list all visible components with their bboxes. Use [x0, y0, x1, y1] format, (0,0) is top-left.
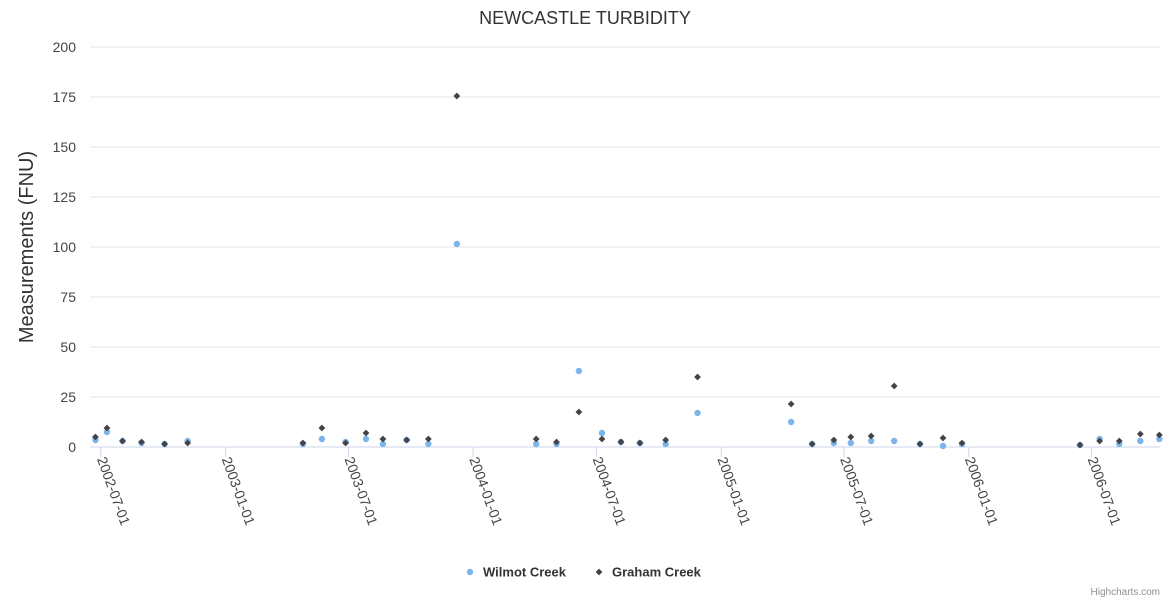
- data-point[interactable]: [161, 440, 168, 448]
- data-point[interactable]: [299, 439, 307, 447]
- data-point[interactable]: [1156, 435, 1163, 443]
- data-point[interactable]: [1096, 437, 1104, 445]
- data-point[interactable]: [1155, 431, 1163, 439]
- y-tick-label: 0: [68, 439, 76, 455]
- data-point[interactable]: [362, 435, 370, 443]
- data-point[interactable]: [939, 442, 947, 450]
- data-point[interactable]: [1115, 437, 1123, 445]
- data-point[interactable]: [424, 435, 432, 443]
- data-points: [92, 92, 1163, 450]
- data-point[interactable]: [617, 438, 625, 446]
- data-point[interactable]: [453, 240, 461, 248]
- data-point[interactable]: [598, 429, 606, 437]
- credits-link[interactable]: Highcharts.com: [1091, 587, 1160, 598]
- data-point[interactable]: [379, 440, 387, 448]
- legend-item-graham-creek[interactable]: Graham Creek: [595, 565, 702, 580]
- data-point[interactable]: [575, 408, 583, 416]
- data-point[interactable]: [318, 424, 326, 432]
- data-point[interactable]: [867, 437, 875, 445]
- y-tick-label: 25: [60, 389, 76, 405]
- data-point[interactable]: [847, 433, 855, 441]
- data-point[interactable]: [787, 418, 795, 426]
- data-point[interactable]: [318, 435, 326, 443]
- data-point[interactable]: [532, 440, 540, 448]
- data-point[interactable]: [92, 433, 99, 441]
- y-tick-label: 200: [53, 39, 77, 55]
- data-point[interactable]: [532, 435, 540, 443]
- data-point[interactable]: [830, 436, 838, 444]
- data-point[interactable]: [890, 437, 898, 445]
- y-tick-label: 50: [60, 339, 76, 355]
- y-tick-label: 175: [53, 89, 77, 105]
- data-point[interactable]: [453, 92, 461, 100]
- data-point[interactable]: [636, 439, 644, 447]
- data-point[interactable]: [362, 429, 370, 437]
- data-point[interactable]: [1137, 437, 1144, 445]
- y-tick-label: 100: [53, 239, 77, 255]
- data-point[interactable]: [694, 373, 701, 381]
- data-point[interactable]: [553, 438, 560, 446]
- data-point[interactable]: [787, 400, 795, 408]
- data-point[interactable]: [103, 428, 111, 436]
- data-point[interactable]: [847, 439, 854, 447]
- data-point[interactable]: [867, 432, 875, 440]
- data-point[interactable]: [103, 424, 111, 432]
- data-point[interactable]: [138, 438, 145, 446]
- gridlines: [90, 46, 1160, 448]
- data-point[interactable]: [119, 437, 126, 445]
- data-point[interactable]: [184, 439, 192, 447]
- legend-label: Wilmot Creek: [483, 565, 567, 580]
- legend-label: Graham Creek: [612, 565, 702, 580]
- legend[interactable]: Wilmot Creek Graham Creek: [466, 565, 702, 580]
- y-tick-label: 75: [60, 289, 76, 305]
- data-point[interactable]: [575, 367, 583, 375]
- data-point[interactable]: [958, 439, 966, 447]
- data-point[interactable]: [916, 440, 924, 448]
- y-axis-ticks: 0 25 50 75 100 125 150 175 200: [53, 39, 77, 455]
- data-point[interactable]: [1076, 441, 1084, 449]
- legend-symbol-icon: [466, 568, 474, 576]
- chart-title: NEWCASTLE TURBIDITY: [479, 8, 691, 28]
- y-axis-label: Measurements (FNU): [16, 151, 38, 343]
- data-point[interactable]: [808, 440, 816, 448]
- data-point[interactable]: [890, 382, 898, 390]
- series-graham-creek: [92, 92, 1163, 449]
- data-point[interactable]: [425, 440, 432, 448]
- y-tick-label: 150: [53, 139, 77, 155]
- y-tick-label: 125: [53, 189, 77, 205]
- data-point[interactable]: [342, 439, 350, 447]
- legend-item-wilmot-creek[interactable]: Wilmot Creek: [466, 565, 567, 580]
- data-point[interactable]: [598, 435, 606, 443]
- legend-symbol-icon: [595, 568, 603, 576]
- data-point[interactable]: [1136, 430, 1144, 438]
- data-point[interactable]: [694, 409, 701, 417]
- data-point[interactable]: [403, 436, 411, 444]
- data-point[interactable]: [662, 440, 669, 448]
- data-point[interactable]: [379, 435, 387, 443]
- data-point[interactable]: [939, 434, 947, 442]
- data-point[interactable]: [662, 436, 670, 444]
